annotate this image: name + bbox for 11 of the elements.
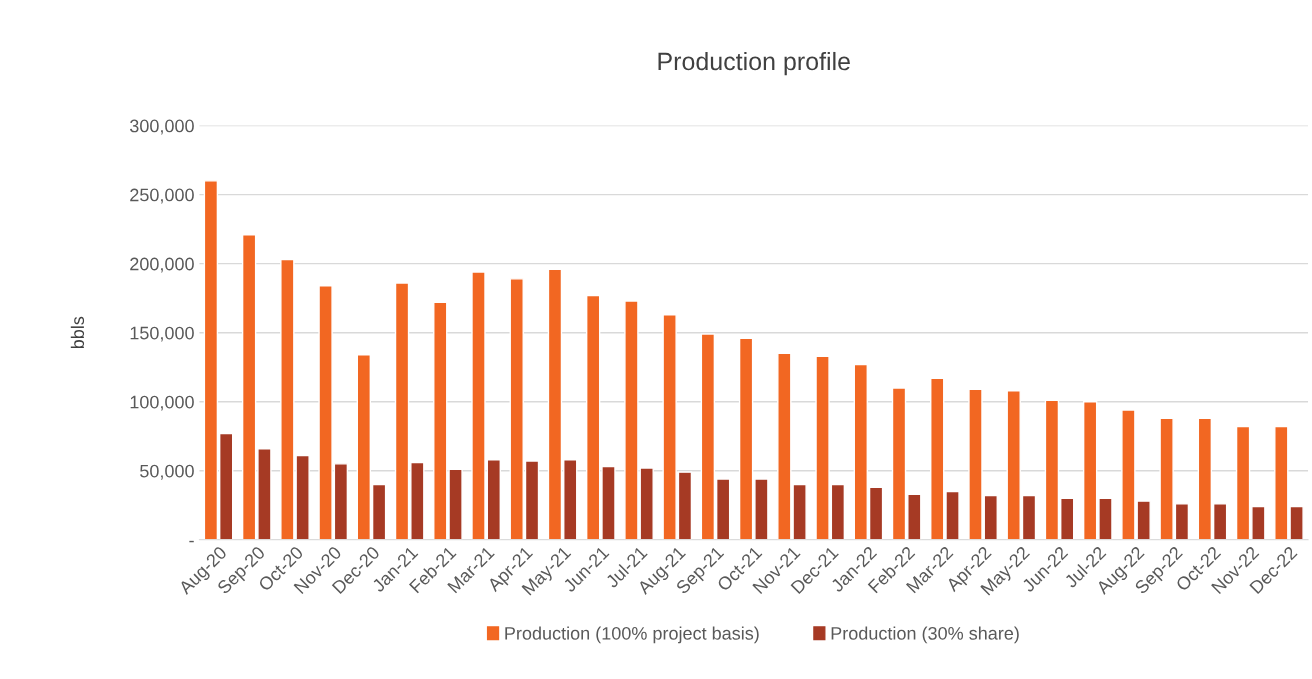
y-tick-label: 250,000 bbox=[130, 188, 194, 204]
y-tick-label: 200,000 bbox=[130, 257, 194, 273]
legend-label: Production (100% project basis) bbox=[505, 626, 759, 644]
y-tick-label: 300,000 bbox=[129, 119, 194, 135]
y-tick-label: 50,000 bbox=[140, 464, 194, 480]
y-tick-label: 150,000 bbox=[130, 326, 194, 342]
y-tick-label: 100,000 bbox=[130, 395, 194, 411]
y-tick-label: - bbox=[189, 540, 194, 543]
legend-label: Production (30% share) bbox=[831, 626, 1019, 644]
y-axis-title: bbls bbox=[70, 316, 85, 349]
chart-title: Production profile bbox=[658, 51, 850, 76]
